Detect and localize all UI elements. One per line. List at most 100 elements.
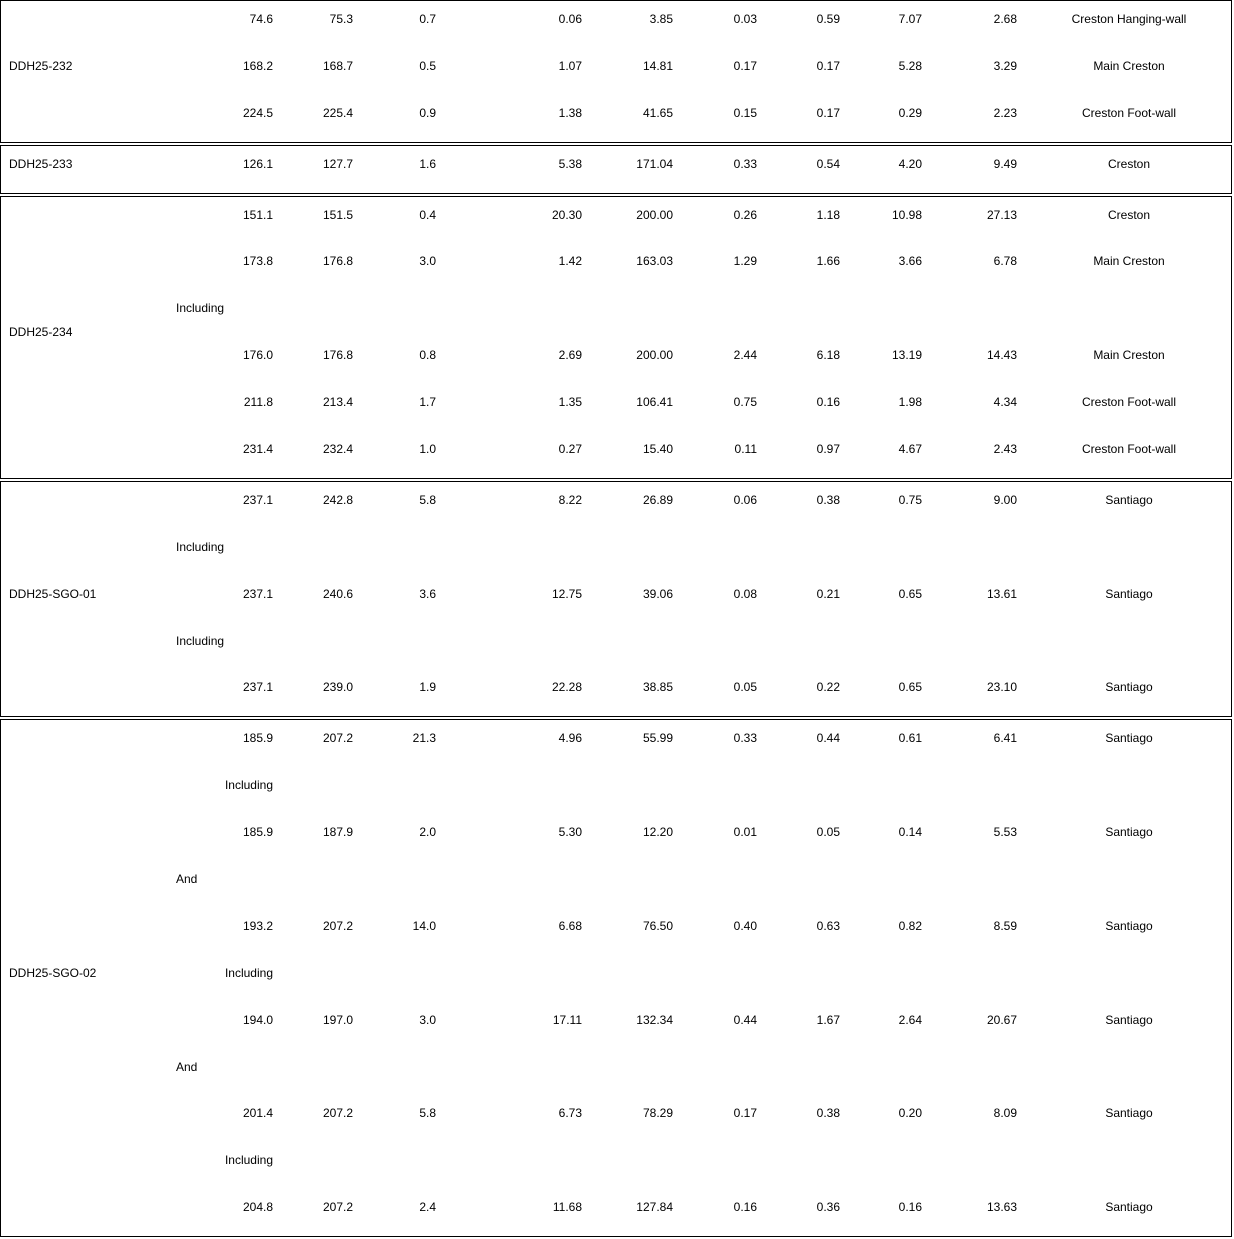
cell-aueq: 13.63 (986, 1200, 1017, 1215)
cell-zn: 0.82 (898, 918, 922, 933)
cell-cu: 0.01 (733, 825, 757, 840)
cell-from: 201.4 (242, 1106, 273, 1121)
cell-width: 0.4 (419, 207, 436, 222)
table-row: Including (1, 529, 1231, 576)
cell-to: 213.4 (322, 395, 353, 410)
cell-aueq: 27.13 (986, 207, 1017, 222)
hole-id: DDH25-SGO-01 (9, 587, 97, 602)
cell-cu: 0.05 (733, 680, 757, 695)
cell-zone: Creston Foot-wall (1081, 105, 1177, 120)
cell-to: 232.4 (322, 442, 353, 457)
cell-zone: Santiago (1105, 825, 1153, 840)
cell-to: 176.8 (322, 254, 353, 269)
cell-au: 6.73 (558, 1106, 582, 1121)
cell-cu: 0.40 (733, 918, 757, 933)
cell-width: 3.0 (419, 1012, 436, 1027)
hole-id: DDH25-232 (9, 59, 73, 74)
cell-cu: 0.11 (734, 442, 757, 457)
cell-width: 21.3 (412, 731, 436, 746)
cell-width: 0.9 (419, 105, 436, 120)
hole-group: 185.9 207.2 21.3 4.96 55.99 0.33 0.44 0.61 6.41 S… (0, 719, 1232, 1238)
cell-cu: 0.06 (733, 492, 757, 507)
cell-au: 0.06 (558, 12, 582, 26)
cell-aueq: 6.41 (993, 731, 1017, 746)
cell-zone: Santiago (1105, 1012, 1153, 1027)
cell-pb: 1.18 (816, 207, 840, 222)
table-row: Including (1, 767, 1231, 814)
cell-zone: Santiago (1105, 680, 1153, 695)
cell-zone: Santiago (1105, 492, 1153, 507)
cell-zone: Main Creston (1093, 254, 1165, 269)
cell-cu: 0.16 (733, 1200, 757, 1215)
cell-aueq: 2.43 (993, 442, 1017, 457)
cell-cu: 0.44 (733, 1012, 757, 1027)
cell-from: 237.1 (242, 680, 273, 695)
table-row: 211.8 213.4 1.7 1.35 106.41 0.75 0.16 1.98 4.34 C… (1, 384, 1231, 431)
table-row: Including (1, 955, 1231, 1002)
cell-ag: 41.65 (642, 105, 673, 120)
cell-ag: 171.04 (636, 156, 673, 171)
cell-ag: 163.03 (636, 254, 673, 269)
cell-width: 0.7 (419, 12, 436, 26)
cell-to: 168.7 (322, 58, 353, 73)
cell-width: 0.8 (419, 348, 436, 363)
cell-from: 224.5 (242, 105, 273, 120)
cell-from: Including (224, 1153, 273, 1168)
cell-zn: 2.64 (898, 1012, 922, 1027)
cell-pb: 0.16 (816, 395, 840, 410)
cell-ag: 132.34 (636, 1012, 673, 1027)
cell-to: 197.0 (322, 1012, 353, 1027)
cell-ag: 26.89 (642, 492, 673, 507)
hole-group: 237.1 242.8 5.8 8.22 26.89 0.06 0.38 0.75 9.00 Sa… (0, 480, 1232, 718)
table-row: 173.8 176.8 3.0 1.42 163.03 1.29 1.66 3.66 6.78 M… (1, 243, 1231, 290)
cell-to: 242.8 (322, 492, 353, 507)
table-row: 185.9 207.2 21.3 4.96 55.99 0.33 0.44 0.61 6.41 S… (1, 720, 1231, 767)
hole-id: DDH25-SGO-02 (9, 966, 97, 981)
cell-pb: 0.59 (816, 12, 840, 26)
cell-to: 75.3 (329, 12, 353, 26)
cell-from: 204.8 (242, 1200, 273, 1215)
cell-to: 207.2 (322, 1200, 353, 1215)
cell-ag: 78.29 (642, 1106, 673, 1121)
cell-aueq: 8.09 (993, 1106, 1017, 1121)
cell-pb: 0.44 (816, 731, 840, 746)
cell-ag: 15.40 (642, 442, 673, 457)
cell-au: 22.28 (551, 680, 582, 695)
cell-to: 207.2 (322, 918, 353, 933)
cell-from: 193.2 (242, 918, 273, 933)
cell-width: 3.0 (419, 254, 436, 269)
cell-zn: 0.29 (898, 105, 922, 120)
cell-ag: 3.85 (649, 12, 673, 26)
table-row: 224.5 225.4 0.9 1.38 41.65 0.15 0.17 0.29 2.23 Cr… (1, 95, 1231, 142)
hole-group: 126.1 127.7 1.6 5.38 171.04 0.33 0.54 4.20 9.49 C… (0, 144, 1232, 194)
cell-zn: 4.67 (898, 442, 922, 457)
table-row: 126.1 127.7 1.6 5.38 171.04 0.33 0.54 4.20 9.49 C… (1, 146, 1231, 193)
cell-from: 185.9 (242, 731, 273, 746)
table-row: 237.1 239.0 1.9 22.28 38.85 0.05 0.22 0.65 23.10… (1, 669, 1231, 716)
sub-label: Including (176, 539, 225, 554)
cell-width: 1.7 (419, 395, 436, 410)
cell-cu: 0.26 (733, 207, 757, 222)
cell-pb: 0.36 (816, 1200, 840, 1215)
cell-zone: Creston Foot-wall (1081, 395, 1177, 410)
hole-id: DDH25-233 (9, 157, 73, 172)
cell-pb: 1.67 (816, 1012, 840, 1027)
cell-width: 3.6 (419, 586, 436, 601)
cell-ag: 106.41 (636, 395, 673, 410)
table-row: And (1, 861, 1231, 908)
cell-width: 1.9 (419, 680, 436, 695)
cell-from: 237.1 (242, 586, 273, 601)
cell-zn: 0.75 (898, 492, 922, 507)
cell-aueq: 9.49 (993, 156, 1017, 171)
cell-pb: 0.63 (816, 918, 840, 933)
cell-aueq: 2.68 (993, 12, 1017, 26)
cell-cu: 0.08 (733, 586, 757, 601)
table-row: Including (1, 1142, 1231, 1189)
cell-from: 168.2 (242, 58, 273, 73)
cell-cu: 0.17 (733, 1106, 757, 1121)
cell-width: 14.0 (412, 918, 436, 933)
cell-to: 207.2 (322, 1106, 353, 1121)
cell-ag: 39.06 (642, 586, 673, 601)
